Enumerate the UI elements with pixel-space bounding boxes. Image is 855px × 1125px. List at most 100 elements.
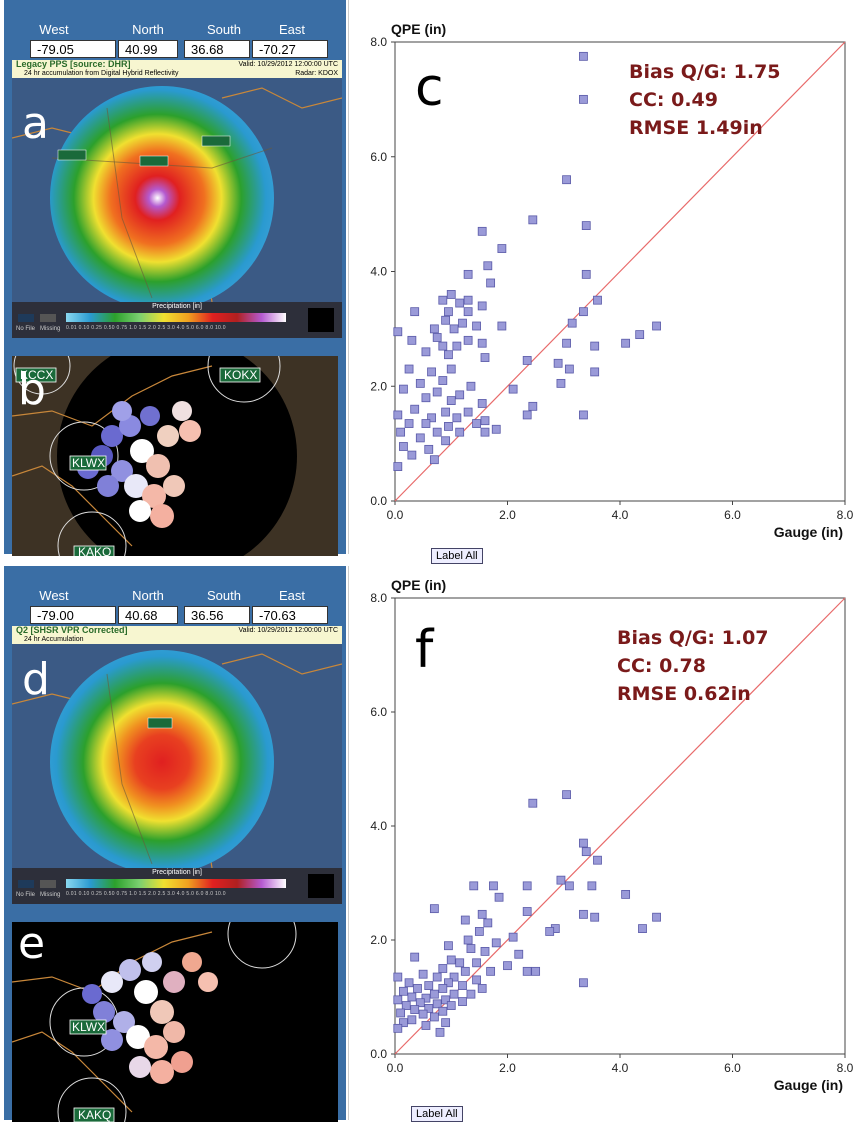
data-point <box>593 855 602 865</box>
data-point <box>486 966 496 976</box>
scatter-chart-c: 0.0 2.0 4.0 6.0 8.0 0.0 2.0 4.0 6.0 8.0 QPE (in) Ga… <box>370 21 853 540</box>
x-tick-label: 6.0 <box>724 508 741 522</box>
bias-stat: Bias Q/G: 1.75 <box>629 61 781 83</box>
product-header-top: Legacy PPS [source: DHR] 24 hr accumulat… <box>12 60 342 78</box>
south-input[interactable]: 36.56 <box>184 606 250 624</box>
data-point <box>393 410 403 420</box>
data-point <box>477 301 487 311</box>
data-point <box>460 915 470 925</box>
data-point <box>429 904 439 914</box>
data-point <box>458 318 467 328</box>
east-label: East <box>278 588 305 603</box>
data-point <box>418 1009 428 1019</box>
data-point <box>404 978 414 988</box>
data-point <box>463 935 473 945</box>
x-tick-label: 4.0 <box>612 1061 629 1075</box>
data-point <box>522 410 532 420</box>
data-point <box>458 981 467 991</box>
data-point <box>472 958 481 968</box>
data-point <box>486 278 496 288</box>
data-point <box>497 321 507 331</box>
radar-label-klwx: KLWX <box>72 1020 105 1034</box>
data-point <box>621 338 631 348</box>
east-input[interactable]: -70.63 <box>252 606 328 624</box>
product-header-bottom: Q2 [SHSR VPR Corrected] 24 hr Accumulati… <box>12 626 342 644</box>
stats-box-c: Bias Q/G: 1.75 CC: 0.49 RMSE 1.49in <box>629 58 781 142</box>
x-axis-label: Gauge (in) <box>774 524 843 540</box>
west-input[interactable]: -79.05 <box>30 40 116 58</box>
data-point <box>635 330 645 340</box>
data-point <box>480 353 490 362</box>
left-panel-top: West North South East -79.05 40.99 36.68… <box>4 0 346 556</box>
precip-color-scale <box>66 313 286 322</box>
data-point <box>477 399 487 408</box>
data-point <box>429 455 439 465</box>
data-point <box>474 927 484 936</box>
missing-swatch <box>40 314 56 322</box>
data-point <box>424 981 434 991</box>
data-point <box>480 416 490 426</box>
data-point <box>446 955 456 965</box>
data-point <box>472 975 481 985</box>
precip-scale-ticks: 0.01 0.10 0.25 0.50 0.75 1.0 1.5 2.0 2.5… <box>66 325 226 331</box>
radar-label-klwx: KLWX <box>72 456 105 470</box>
data-point <box>562 338 571 348</box>
one-to-one-line <box>394 597 846 1055</box>
precip-legend-bottom: Precipitation [in] No File Missing 0.01 … <box>12 868 342 904</box>
south-input[interactable]: 36.68 <box>184 40 250 58</box>
panel-letter-f: f <box>415 620 434 680</box>
x-tick-label: 4.0 <box>612 508 629 522</box>
missing-label: Missing <box>40 892 61 898</box>
data-point <box>522 966 532 976</box>
data-point <box>421 347 431 357</box>
product-radar: Radar: KDOX <box>295 70 338 77</box>
east-input[interactable]: -70.27 <box>252 40 328 58</box>
data-point <box>415 433 425 443</box>
data-point <box>415 998 425 1008</box>
radar-precip-map-a: a <box>12 78 342 302</box>
data-point <box>477 338 487 348</box>
rmse-stat: RMSE 0.62in <box>617 683 751 705</box>
y-tick-label: 0.0 <box>370 1047 387 1061</box>
label-all-button[interactable]: Label All <box>411 1106 463 1122</box>
data-point <box>441 436 451 446</box>
data-point <box>652 321 661 331</box>
data-point <box>452 341 462 351</box>
x-tick-label: 0.0 <box>387 1061 404 1075</box>
nofile-label: No File <box>16 892 36 898</box>
data-point <box>491 424 501 434</box>
west-input[interactable]: -79.00 <box>30 606 116 624</box>
data-point <box>396 1008 406 1018</box>
data-point <box>446 396 456 405</box>
radar-label-kakq: KAKQ <box>78 545 111 556</box>
data-point <box>579 94 588 104</box>
data-point <box>441 995 451 1005</box>
data-point <box>522 881 532 891</box>
x-tick-label: 2.0 <box>499 1061 516 1075</box>
data-point <box>460 966 470 976</box>
y-axis-label: QPE (in) <box>391 21 446 37</box>
rmse-stat: RMSE 1.49in <box>629 117 763 139</box>
north-input[interactable]: 40.68 <box>118 606 178 624</box>
data-point <box>593 295 602 305</box>
data-point <box>435 1027 445 1037</box>
data-point <box>393 1023 403 1033</box>
data-point <box>438 964 448 973</box>
data-point <box>393 327 403 337</box>
label-all-button[interactable]: Label All <box>431 548 483 564</box>
data-point <box>564 364 574 374</box>
data-point <box>410 952 420 962</box>
chart-panel-f: 0.0 2.0 4.0 6.0 8.0 0.0 2.0 4.0 6.0 8.0 QPE (in) Ga… <box>348 566 855 1122</box>
data-point <box>562 175 571 185</box>
radar-label-kccx: KCCX <box>20 368 53 382</box>
data-point <box>579 307 588 317</box>
scatter-chart-f: 0.0 2.0 4.0 6.0 8.0 0.0 2.0 4.0 6.0 8.0 QPE (in) Ga… <box>370 577 853 1093</box>
data-point <box>410 1005 420 1014</box>
north-input[interactable]: 40.99 <box>118 40 178 58</box>
x-axis-label: Gauge (in) <box>774 1077 843 1093</box>
north-label: North <box>132 588 164 603</box>
data-point <box>407 1015 417 1025</box>
stats-box-f: Bias Q/G: 1.07 CC: 0.78 RMSE 0.62in <box>617 624 769 708</box>
data-point <box>579 838 588 848</box>
data-point <box>393 972 403 982</box>
